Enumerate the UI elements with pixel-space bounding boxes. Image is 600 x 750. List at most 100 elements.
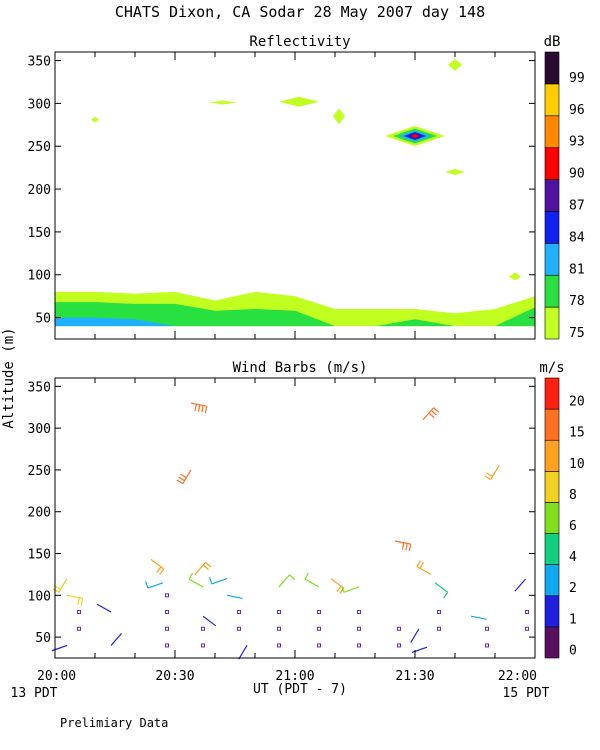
wind-barb [514,578,526,592]
wind-barb-feather [202,564,209,571]
wind-colorbar: 0 1 2 4 6 8 10 15 20 [544,377,585,659]
wind-barb [194,561,212,575]
reflectivity-colorbar-swatch [544,83,560,117]
reflectivity-colorbar-label: 84 [569,230,585,245]
wind-colorbar-label: 20 [569,395,585,410]
wind-barb-feather [188,572,193,580]
wind-colorbar-title: m/s [539,360,564,376]
wind-colorbar-swatch [544,377,560,410]
wind-calm-marker [277,643,281,648]
wind-barb [188,572,204,588]
wind-colorbar-swatch [544,595,560,628]
wind-barb [96,603,112,613]
wind-barb [226,594,243,600]
wind-calm-marker [485,626,489,631]
wind-colorbar-label: 1 [569,612,577,627]
wind-barb-feather [486,472,493,477]
x-tick-label: 20:30 [155,669,194,684]
reflectivity-patch-core-ring [411,133,419,138]
reflectivity-colorbar-swatch [544,274,560,308]
wind-colorbar-label: 8 [569,488,577,503]
reflectivity-y-tick-label: 250 [28,140,51,155]
wind-barb [304,572,320,588]
wind-calm-marker [485,643,489,648]
wind-barb [66,594,84,606]
wind-barb [422,407,440,421]
reflectivity-patch [509,272,521,281]
wind-colorbar-swatch [544,471,560,503]
wind-barb-shaft [416,566,432,575]
wind-barb [411,646,428,653]
reflectivity-y-tick-label: 50 [35,312,51,327]
x-axis-label: UT (PDT - 7) [253,682,347,697]
reflectivity-colorbar-swatch [544,179,560,212]
y-axis-label: Altitude (m) [1,327,17,428]
wind-barb-feather [77,597,80,605]
wind-barb-shaft [96,603,112,613]
wind-barb-feather [205,561,212,568]
wind-colorbar-label: 4 [569,550,577,565]
wind-barb-shaft [211,578,228,585]
wind-barb-feather [180,473,187,479]
wind-barb-shaft [411,646,428,653]
wind-barb-feather [80,598,84,606]
wind-barb-shaft [194,561,206,575]
wind-barb [150,558,165,575]
wind-colorbar-label: 6 [569,519,577,534]
wind-colorbar-swatch [544,439,560,472]
wind-colorbar-swatch [544,626,560,659]
wind-y-tick-label: 200 [28,506,51,521]
wind-calm-marker [237,626,241,631]
wind-barb-feather [289,574,296,580]
x-tick-label: 21:00 [275,669,314,684]
wind-calm-marker [357,626,361,631]
x-tick-label: 20:00 [37,669,76,684]
wind-calm-marker [357,643,361,648]
wind-barb-shaft [434,582,449,593]
wind-barb-shaft [182,469,192,484]
wind-barb-feather [433,407,440,413]
wind-colorbar-label: 10 [569,457,585,472]
reflectivity-y-tick-label: 350 [28,55,51,70]
wind-calm-marker [201,643,205,648]
reflectivity-patch [448,58,462,71]
wind-barb-feather [159,568,165,575]
wind-barb [51,644,68,652]
wind-barb-feather [54,585,61,590]
reflectivity-colorbar: 75 78 81 84 87 90 93 96 99 [544,51,585,341]
wind-y-tick-label: 350 [28,380,51,395]
wind-barb [145,581,164,589]
wind-barb-shaft [343,586,360,593]
wind-calm-marker [165,593,169,598]
wind-barb-feather [401,542,405,550]
wind-y-tick-label: 100 [28,589,51,604]
wind-calm-marker [165,610,169,614]
wind-barb [434,582,449,599]
wind-colorbar-label: 15 [569,426,585,441]
wind-panel-title: Wind Barbs (m/s) [233,360,368,376]
wind-barb [238,645,248,660]
x-axis-end-note: 15 PDT [503,686,550,701]
reflectivity-colorbar-label: 96 [569,103,585,118]
wind-calm-marker [277,610,281,614]
wind-barb-shaft [422,407,434,421]
wind-barb [202,615,217,627]
wind-colorbar-label: 2 [569,581,577,596]
reflectivity-colorbar-swatch [544,306,560,340]
wind-barb-feather [197,404,201,412]
wind-barb-shaft [58,578,68,593]
wind-barb-feather [341,585,345,593]
wind-barb-feather [204,406,208,414]
wind-barb [110,633,122,646]
reflectivity-colorbar-label: 78 [569,294,585,309]
wind-barb-shaft [188,578,204,588]
reflectivity-patch [209,100,237,105]
wind-calm-marker [525,610,529,614]
wind-colorbar-swatch [544,502,560,534]
wind-barb-feather [336,585,342,593]
reflectivity-patch [91,116,99,123]
wind-calm-marker [397,626,401,631]
wind-calm-marker [201,626,205,631]
wind-calm-marker [525,626,529,631]
reflectivity-layer-81 [55,317,535,327]
